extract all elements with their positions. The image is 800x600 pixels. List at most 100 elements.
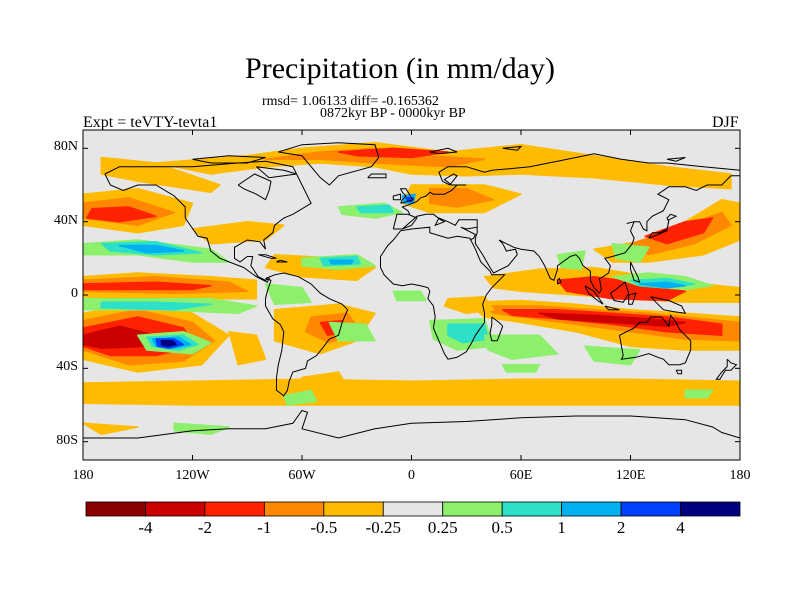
coastline bbox=[399, 188, 415, 204]
season-label: DJF bbox=[712, 114, 739, 131]
coastline bbox=[648, 213, 678, 239]
x-tick-label: 60E bbox=[509, 468, 533, 483]
x-tick-label: 0 bbox=[408, 468, 415, 483]
colorbar-label: -2 bbox=[197, 518, 212, 537]
y-tick-label: 0 bbox=[71, 286, 78, 301]
anomaly-region bbox=[228, 330, 267, 366]
anomaly-fields bbox=[83, 142, 740, 436]
coastline bbox=[402, 213, 478, 241]
coastline bbox=[420, 153, 740, 199]
coastline bbox=[429, 147, 458, 155]
coastline bbox=[619, 313, 692, 366]
y-tick-label: 80S bbox=[56, 432, 78, 448]
anomaly-region bbox=[392, 290, 427, 302]
colorbar bbox=[85, 501, 741, 517]
coastlines bbox=[83, 142, 740, 439]
anomaly-region bbox=[684, 389, 714, 399]
coastline bbox=[628, 292, 637, 305]
anomaly-region bbox=[83, 378, 740, 406]
coastline bbox=[192, 155, 266, 164]
coastline bbox=[237, 173, 272, 201]
anomaly-region bbox=[118, 244, 185, 254]
coastline bbox=[675, 369, 683, 375]
coastline bbox=[715, 358, 738, 380]
colorbar-box bbox=[263, 501, 325, 517]
anomaly-region bbox=[301, 371, 349, 392]
anomaly-region bbox=[556, 250, 586, 271]
anomaly-region bbox=[83, 422, 139, 436]
coastline bbox=[392, 213, 418, 230]
coastline bbox=[258, 254, 277, 259]
coastline bbox=[502, 145, 523, 151]
coastline bbox=[584, 285, 604, 305]
anomaly-region bbox=[85, 206, 157, 223]
colorbar-box bbox=[204, 501, 265, 517]
y-tick-label: 40S bbox=[56, 359, 78, 375]
y-tick-label: 80N bbox=[53, 139, 78, 155]
anomaly-region bbox=[160, 340, 177, 348]
anomaly-region bbox=[447, 323, 489, 344]
experiment-label: Expt = teVTY-tevta1 bbox=[83, 114, 218, 131]
colorbar-label: -4 bbox=[138, 518, 153, 537]
coastline bbox=[650, 296, 687, 314]
x-tick-label: 60W bbox=[288, 468, 316, 483]
anomaly-region bbox=[483, 334, 559, 360]
anomaly-region bbox=[264, 283, 312, 305]
y-tick-label: 40N bbox=[53, 212, 78, 228]
x-tick-label: 120W bbox=[175, 468, 210, 483]
coastline bbox=[380, 226, 506, 360]
anomaly-region bbox=[644, 217, 714, 245]
x-tick-label: 120E bbox=[615, 468, 646, 483]
coastline bbox=[609, 281, 630, 303]
colorbar-box bbox=[680, 501, 741, 517]
anomaly-region bbox=[538, 312, 687, 327]
coastline bbox=[630, 261, 641, 284]
colorbar-label: 4 bbox=[676, 518, 685, 537]
x-tick-label: 180 bbox=[729, 468, 751, 483]
coastline bbox=[265, 272, 349, 397]
colorbar-box bbox=[85, 501, 146, 517]
colorbar-box bbox=[382, 501, 444, 517]
coastline bbox=[392, 193, 402, 201]
coastline bbox=[83, 409, 740, 439]
coastline bbox=[278, 142, 380, 186]
anomaly-region bbox=[638, 281, 687, 289]
coastline bbox=[104, 160, 312, 283]
axis-ticks bbox=[82, 130, 741, 460]
colorbar-box bbox=[145, 501, 206, 517]
anomaly-region bbox=[283, 389, 318, 406]
period-subtitle: 0872kyr BP - 0000kyr BP bbox=[320, 106, 466, 121]
coastline bbox=[489, 316, 504, 342]
coastline bbox=[604, 305, 620, 311]
colorbar-box bbox=[323, 501, 384, 517]
coastline bbox=[557, 277, 562, 285]
x-tick-label: 180 bbox=[72, 468, 94, 483]
colorbar-box bbox=[442, 501, 503, 517]
colorbar-box bbox=[561, 501, 622, 517]
colorbar-label: 2 bbox=[616, 518, 626, 537]
coastline bbox=[474, 175, 740, 295]
colorbar-label: 1 bbox=[557, 518, 566, 537]
coastline bbox=[666, 157, 686, 162]
coastline bbox=[401, 197, 421, 215]
coastline bbox=[367, 173, 387, 179]
colorbar-box bbox=[620, 501, 681, 517]
colorbar-label: 0.5 bbox=[491, 518, 513, 537]
anomaly-region bbox=[83, 281, 212, 291]
anomaly-region bbox=[501, 363, 541, 373]
colorbar-label: -0.25 bbox=[365, 518, 401, 537]
anomaly-region bbox=[337, 147, 449, 159]
colorbar-box bbox=[501, 501, 563, 517]
anomaly-region bbox=[328, 259, 354, 265]
anomaly-region bbox=[443, 296, 495, 315]
stats-subtitle: rmsd= 1.06133 diff= -0.165362 bbox=[262, 94, 439, 109]
colorbar-label: 0.25 bbox=[427, 518, 458, 537]
map-title: Precipitation (in mm/day) bbox=[245, 52, 555, 85]
anomaly-region bbox=[100, 301, 212, 311]
anomaly-region bbox=[611, 242, 650, 263]
anomaly-region bbox=[264, 147, 486, 168]
colorbar-label: -0.5 bbox=[310, 518, 338, 537]
anomaly-region bbox=[584, 345, 641, 366]
colorbar-label: -1 bbox=[257, 518, 272, 537]
